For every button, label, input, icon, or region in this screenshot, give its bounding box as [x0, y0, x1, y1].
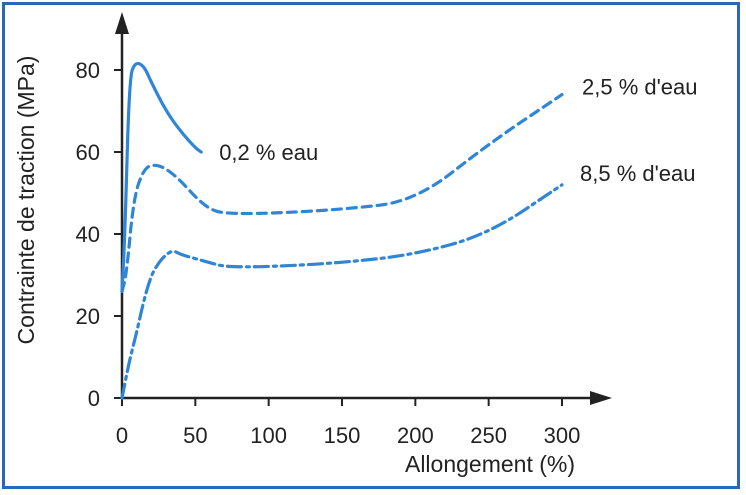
x-axis-arrow — [590, 391, 612, 405]
series-label-2: 2,5 % d'eau — [582, 75, 698, 100]
y-tick-label: 60 — [76, 140, 100, 165]
chart-series: 0,2 % eau 2,5 % d'eau 8,5 % d'eau — [120, 61, 698, 400]
x-tick-label: 50 — [183, 423, 207, 448]
series-label-1: 0,2 % eau — [219, 140, 318, 165]
y-tick-label: 80 — [76, 58, 100, 83]
y-axis-label: Contrainte de traction (MPa) — [13, 56, 39, 345]
x-tick-label: 200 — [397, 423, 434, 448]
x-tick-label: 150 — [324, 423, 361, 448]
y-tick-label: 40 — [76, 222, 100, 247]
x-tick-label: 100 — [250, 423, 287, 448]
x-tick-label: 300 — [544, 423, 581, 448]
x-tick-label: 250 — [470, 423, 507, 448]
series-line-2 — [120, 93, 564, 293]
y-axis-arrow — [115, 12, 129, 34]
series-line-3 — [120, 183, 564, 400]
x-axis-label: Allongement (%) — [405, 451, 575, 477]
chart-labels: Allongement (%) Contrainte de traction (… — [13, 56, 575, 477]
chart-ticks: 0 50 100 150 200 250 300 0 20 40 60 80 — [76, 58, 581, 448]
series-label-3: 8,5 % d'eau — [580, 161, 696, 186]
x-tick-label: 0 — [116, 423, 128, 448]
y-tick-label: 0 — [88, 386, 100, 411]
series-line-1 — [120, 61, 203, 293]
y-tick-label: 20 — [76, 304, 100, 329]
chart-axes — [115, 12, 612, 405]
